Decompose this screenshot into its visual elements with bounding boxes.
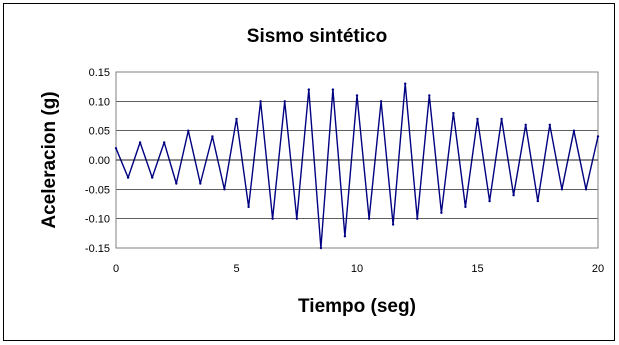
data-point	[524, 123, 527, 127]
data-point	[572, 129, 576, 132]
chart-frame	[3, 3, 615, 341]
series-line	[115, 82, 599, 249]
data-point	[404, 82, 407, 85]
data-point	[428, 94, 431, 97]
data-point	[476, 117, 479, 121]
x-tick-label: 0	[113, 263, 119, 275]
data-point	[355, 94, 359, 97]
data-point	[452, 111, 455, 115]
data-point	[211, 135, 214, 138]
y-tick-label: -0.05	[85, 184, 110, 196]
data-point	[343, 235, 347, 238]
data-point	[138, 141, 142, 144]
data-point	[295, 217, 298, 220]
chart-title: Sismo sintético	[247, 26, 387, 47]
x-tick-label: 20	[592, 263, 604, 275]
data-point	[560, 188, 564, 191]
x-tick-labels: 0 5 10 15 20	[113, 263, 604, 275]
data-point	[235, 117, 238, 121]
data-point	[271, 217, 274, 220]
data-point	[548, 123, 551, 127]
data-point	[307, 88, 310, 91]
series-points	[114, 82, 600, 250]
data-point	[500, 117, 503, 121]
data-point	[512, 194, 515, 197]
data-point	[379, 100, 383, 103]
data-point	[175, 182, 178, 185]
data-point	[283, 100, 286, 103]
data-point	[151, 176, 154, 179]
data-point	[331, 88, 335, 91]
data-point	[440, 211, 443, 214]
x-axis-title: Tiempo (seg)	[298, 296, 416, 317]
data-point	[584, 188, 588, 191]
data-point	[223, 188, 226, 191]
data-point	[536, 199, 539, 203]
y-tick-label: -0.10	[85, 214, 110, 226]
data-point	[416, 217, 419, 220]
data-point	[464, 205, 467, 209]
y-tick-label: 0.15	[89, 67, 110, 79]
data-point	[367, 217, 371, 220]
x-tick-label: 5	[233, 263, 239, 275]
y-tick-labels: 0.15 0.10 0.05 0.00 -0.05 -0.10 -0.15	[85, 67, 110, 255]
data-point	[391, 223, 395, 226]
data-point	[259, 100, 262, 103]
data-point	[596, 135, 600, 138]
y-tick-label: 0.10	[89, 96, 110, 108]
y-tick-label: 0.00	[89, 155, 110, 167]
data-point	[114, 147, 118, 150]
y-axis-title: Aceleracion (g)	[39, 91, 60, 228]
x-tick-label: 10	[351, 263, 363, 275]
data-point	[199, 182, 202, 185]
data-point	[163, 141, 166, 144]
y-tick-label: -0.15	[85, 243, 110, 255]
data-point	[126, 176, 130, 179]
data-point	[187, 129, 190, 132]
data-point	[319, 246, 323, 250]
y-tick-label: 0.05	[89, 126, 110, 138]
data-point	[488, 199, 491, 203]
x-tick-label: 15	[471, 263, 483, 275]
data-point	[247, 205, 250, 209]
